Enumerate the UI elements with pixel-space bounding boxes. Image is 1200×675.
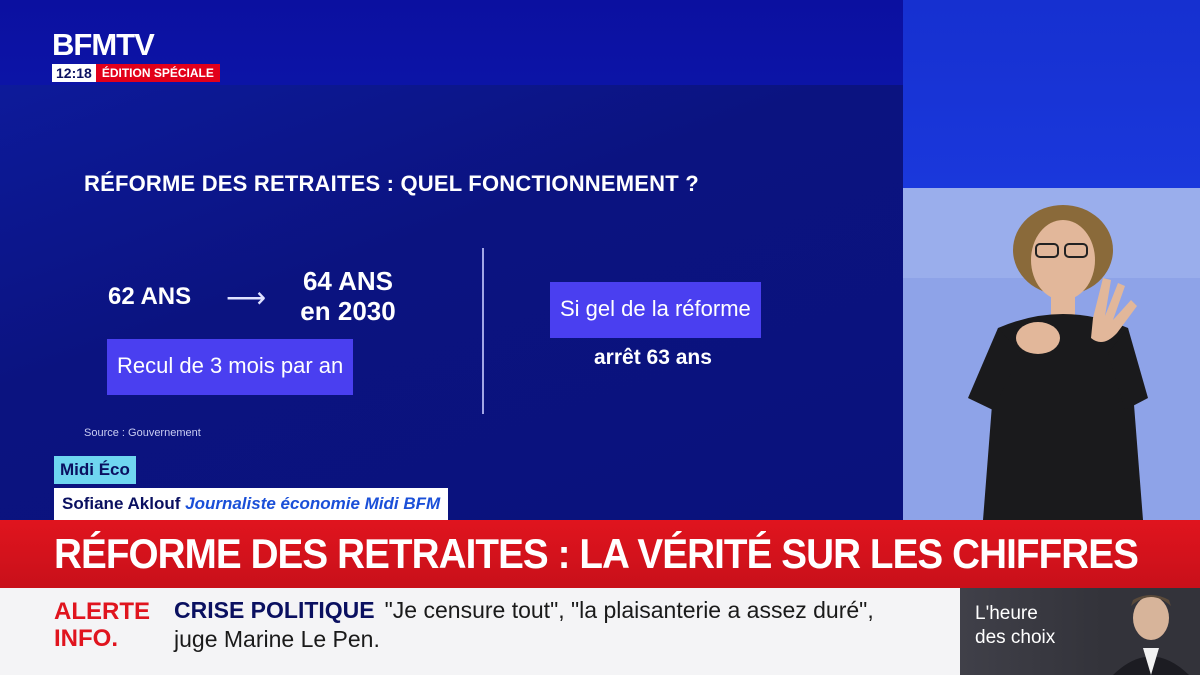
sign-interpreter-window [903,188,1200,520]
age-to-year: en 2030 [300,296,396,326]
arrow-right-icon: ⟶ [226,282,267,313]
divider [482,248,484,414]
news-ticker [0,588,960,675]
age-to-value: 64 ANS [302,266,394,296]
program-tag: Midi Éco [54,456,136,484]
speaker-bar: Sofiane Aklouf Journaliste économie Midi… [54,488,449,520]
sign-interpreter-image [903,188,1200,520]
promo-line1: L'heure [975,603,1038,624]
gel-chip: Si gel de la réforme [550,282,761,338]
age-from: 62 ANS [108,283,192,310]
speaker-name: Sofiane Aklouf [62,494,181,513]
time-bar: 12:18 ÉDITION SPÉCIALE [52,64,220,82]
stop-label: arrêt 63 ans [594,346,712,369]
ticker-line1: CRISE POLITIQUE "Je censure tout", "la pl… [174,597,874,624]
alert-line1: ALERTE [54,598,150,625]
headline-bar [0,520,1200,588]
speaker-role: Journaliste économie Midi BFM [185,494,441,513]
alert-line2: INFO. [54,625,118,652]
edition-badge: ÉDITION SPÉCIALE [95,64,220,82]
clock: 12:18 [52,64,96,82]
headline: RÉFORME DES RETRAITES : LA VÉRITÉ SUR LE… [54,530,1139,577]
age-to: 64 ANS en 2030 [276,266,420,326]
recul-chip: Recul de 3 mois par an [107,339,354,395]
infographic-title: RÉFORME DES RETRAITES : QUEL FONCTIONNEM… [84,171,699,196]
ticker-text1: "Je censure tout", "la plaisanterie a as… [384,597,874,623]
source-note: Source : Gouvernement [84,427,201,439]
promo-text: L'heure des choix [975,602,1055,650]
promo-line2: des choix [975,627,1056,648]
background-right [903,0,1200,190]
channel-logo: BFMTV [52,27,155,62]
alert-label: ALERTE INFO. [54,598,150,652]
ticker-line2: juge Marine Le Pen. [174,626,380,652]
promo-portrait-image [1103,588,1200,675]
ticker-topic: CRISE POLITIQUE [174,597,375,623]
